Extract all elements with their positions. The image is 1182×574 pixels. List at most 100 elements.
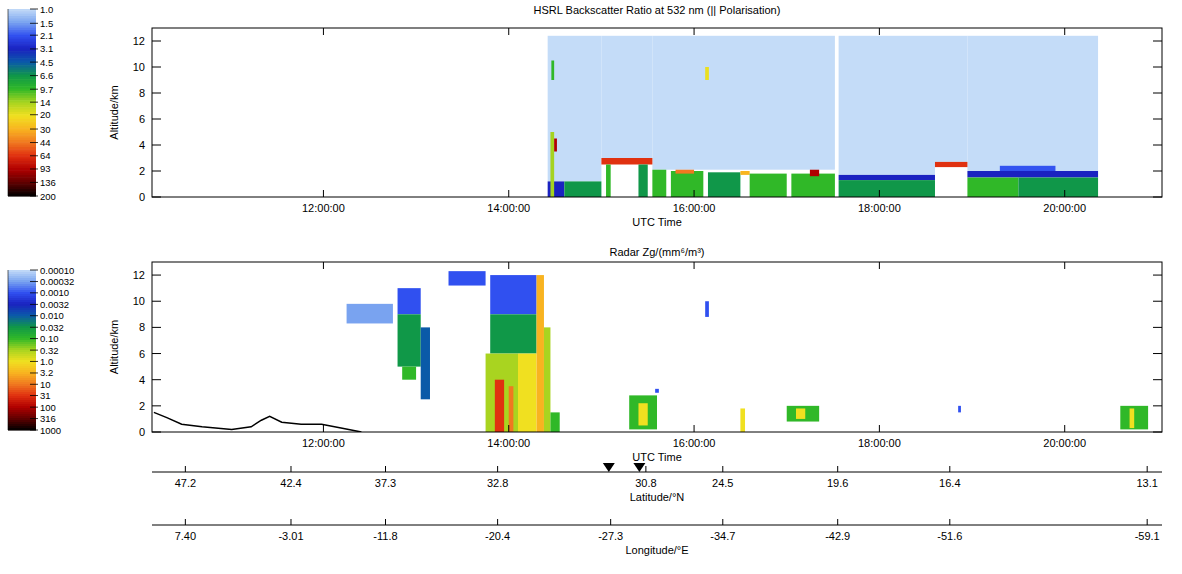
cell <box>398 314 421 366</box>
y-tick <box>152 171 161 172</box>
x-tick-label: 18:00:00 <box>858 437 901 449</box>
axis-tick <box>290 466 291 472</box>
cell <box>1000 166 1056 171</box>
cell <box>1130 408 1135 428</box>
cell <box>708 172 740 197</box>
y-tick-label: 4 <box>139 139 145 151</box>
axis-tick-label: 7.40 <box>175 530 196 542</box>
axis-tick-label: -3.01 <box>278 530 303 542</box>
cell <box>935 162 967 167</box>
y-tick <box>152 93 161 94</box>
cell <box>705 67 709 80</box>
y-tick <box>152 275 161 276</box>
position-marker <box>603 463 615 472</box>
y-tick-label: 8 <box>139 321 145 333</box>
axis-tick <box>837 519 838 525</box>
y-tick <box>1153 405 1162 406</box>
colorbar-tick-label: 1.0 <box>40 4 53 15</box>
x-tick <box>879 262 880 269</box>
colorbar-tick <box>30 168 38 169</box>
axis-tick <box>1147 466 1148 472</box>
axis-tick-label: 47.2 <box>175 477 196 489</box>
axis-tick-label: 37.3 <box>375 477 396 489</box>
y-tick <box>152 432 161 433</box>
y-tick <box>1153 353 1162 354</box>
x-tick <box>508 190 509 197</box>
cell <box>652 170 666 197</box>
cell <box>509 386 514 432</box>
y-tick <box>152 67 161 68</box>
colorbar-tick-label: 316 <box>40 413 56 424</box>
colorbar-tick <box>30 281 38 282</box>
cell <box>740 408 745 432</box>
y-tick <box>1153 275 1162 276</box>
colorbar-tick-label: 1.0 <box>40 356 53 367</box>
colorbar-axis <box>8 270 9 430</box>
axis-tick-label: -34.7 <box>710 530 735 542</box>
frame <box>152 28 1162 197</box>
cell <box>935 36 967 162</box>
y-tick-label: 12 <box>133 35 145 47</box>
cell <box>347 304 393 324</box>
colorbar-tick <box>30 418 38 419</box>
colorbar-tick-label: 100 <box>40 402 56 413</box>
colorbar-axis <box>8 9 9 196</box>
cell <box>564 181 601 197</box>
cell <box>671 171 703 197</box>
x-tick <box>694 28 695 35</box>
cell <box>601 36 652 158</box>
y-tick <box>1153 197 1162 198</box>
y-tick <box>152 301 161 302</box>
cell <box>548 36 602 182</box>
colorbar-tick-label: 44 <box>40 137 51 148</box>
colorbar-tick-label: 1.5 <box>40 18 53 29</box>
cell <box>606 165 611 198</box>
colorbar-tick <box>30 102 38 103</box>
x-axis-title: UTC Time <box>632 451 682 463</box>
colorbar-tick-label: 3.1 <box>40 43 53 54</box>
colorbar-tick-label: 0.032 <box>40 322 64 333</box>
axis-tick <box>497 466 498 472</box>
colorbar-tick-label: 14 <box>40 97 51 108</box>
plot-data <box>548 36 1098 197</box>
axis-title: Latitude/°N <box>630 491 685 503</box>
y-tick-label: 10 <box>133 61 145 73</box>
colorbar-tick <box>30 407 38 408</box>
cell <box>402 367 416 380</box>
x-tick-label: 12:00:00 <box>302 437 345 449</box>
colorbar-tick <box>30 327 38 328</box>
x-tick <box>508 28 509 35</box>
y-tick <box>152 197 161 198</box>
y-tick-label: 6 <box>139 348 145 360</box>
x-tick-label: 18:00:00 <box>858 202 901 214</box>
y-tick-label: 12 <box>133 269 145 281</box>
cell <box>676 170 695 174</box>
y-axis-title: Altitude/km <box>108 85 120 139</box>
latitude-axis: 47.242.437.332.830.824.519.616.413.1Lati… <box>152 466 1162 503</box>
x-axis-title: UTC Time <box>632 216 682 228</box>
axis-title: Longitude/°E <box>625 544 688 556</box>
axis-tick <box>497 519 498 525</box>
cell <box>787 406 819 422</box>
axis-line <box>152 525 1162 526</box>
colorbar-tick-label: 200 <box>40 191 56 202</box>
colorbar-tick <box>30 196 38 197</box>
y-tick <box>152 405 161 406</box>
y-tick <box>1153 67 1162 68</box>
x-tick <box>1064 425 1065 432</box>
cell <box>750 174 787 197</box>
x-tick-label: 20:00:00 <box>1043 437 1086 449</box>
y-tick <box>1153 145 1162 146</box>
colorbar-tick <box>30 361 38 362</box>
x-tick-label: 20:00:00 <box>1043 202 1086 214</box>
colorbar-tick <box>30 23 38 24</box>
x-tick <box>1064 262 1065 269</box>
y-tick <box>1153 379 1162 380</box>
colorbar-tick <box>30 384 38 385</box>
colorbar-tick <box>30 35 38 36</box>
cell <box>495 380 504 432</box>
y-tick-label: 0 <box>139 191 145 203</box>
cell <box>1120 406 1148 430</box>
colorbar-tick-label: 0.0032 <box>40 299 69 310</box>
cell <box>518 354 537 432</box>
